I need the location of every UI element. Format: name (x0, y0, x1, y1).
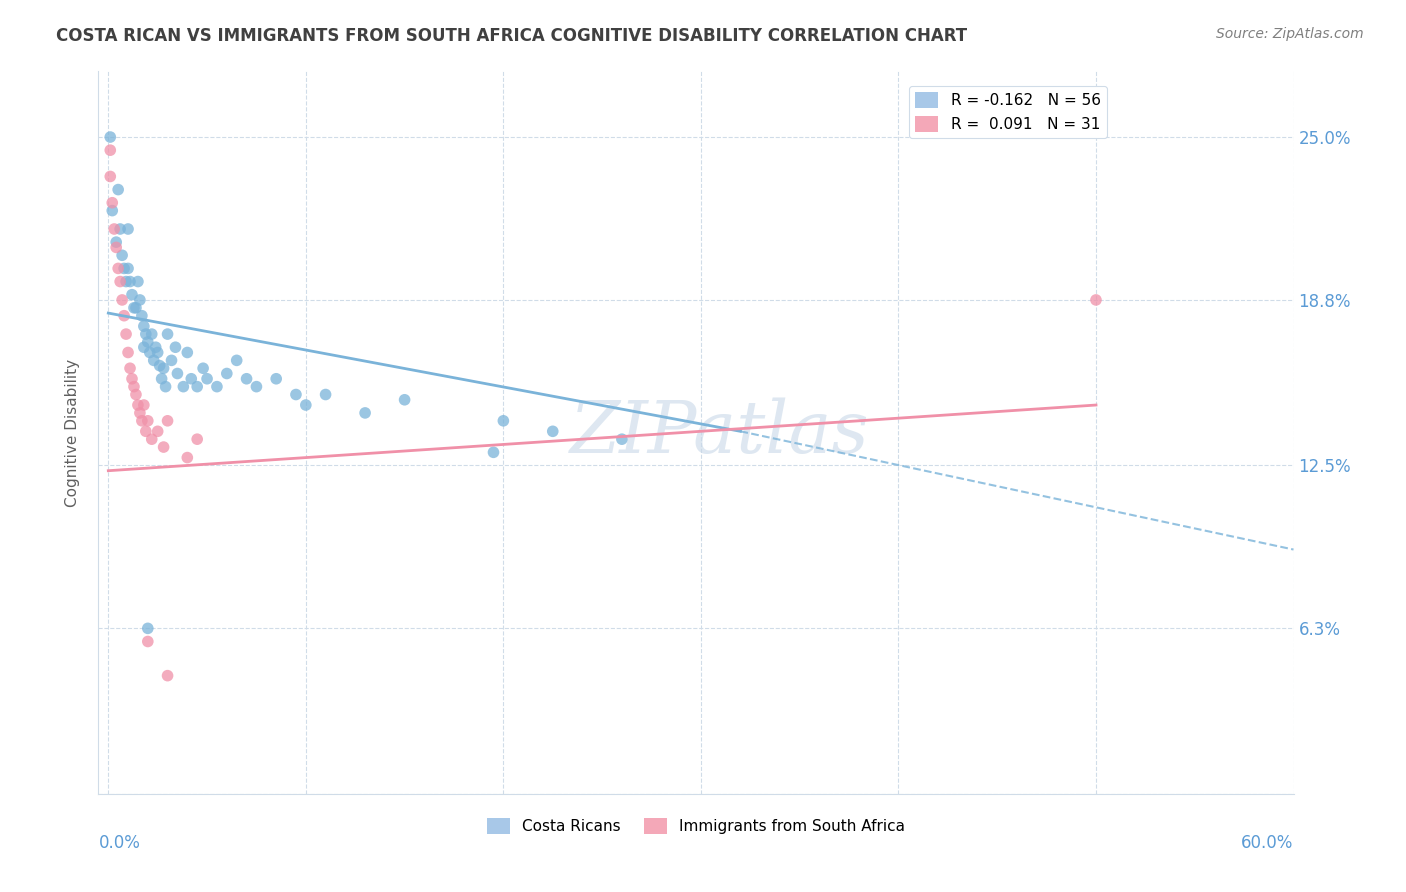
Point (98, 169, 121, 184)
Point (98, 130, 121, 145)
Point (105, 240, 128, 254)
Point (121, 287, 143, 301)
Point (122, 379, 145, 393)
Point (191, 361, 214, 376)
Point (118, 361, 141, 376)
Point (121, 372, 143, 386)
Point (118, 275, 141, 289)
Point (107, 183, 129, 197)
Point (186, 379, 208, 393)
Point (156, 668, 179, 682)
Point (1085, 293, 1108, 307)
Point (492, 414, 515, 428)
Text: 60.0%: 60.0% (1241, 834, 1294, 852)
Point (131, 414, 153, 428)
Point (112, 309, 135, 323)
Point (115, 275, 138, 289)
Point (117, 261, 139, 276)
Point (136, 414, 159, 428)
Point (129, 406, 152, 420)
Point (160, 353, 183, 368)
Point (131, 309, 153, 323)
Point (150, 372, 173, 386)
Point (264, 372, 287, 386)
Point (136, 334, 159, 349)
Point (115, 327, 138, 342)
Point (127, 275, 149, 289)
Point (152, 361, 174, 376)
Point (176, 345, 198, 359)
Point (101, 203, 124, 218)
Point (141, 432, 163, 446)
Point (108, 222, 131, 236)
Point (141, 327, 163, 342)
Point (136, 621, 159, 635)
Point (295, 398, 318, 412)
Point (315, 387, 337, 401)
Point (149, 359, 172, 373)
Text: COSTA RICAN VS IMMIGRANTS FROM SOUTH AFRICA COGNITIVE DISABILITY CORRELATION CHA: COSTA RICAN VS IMMIGRANTS FROM SOUTH AFR… (56, 27, 967, 45)
Text: 0.0%: 0.0% (98, 834, 141, 852)
Point (215, 367, 238, 381)
Point (98, 143, 121, 157)
Point (122, 301, 145, 315)
Point (146, 345, 169, 359)
Point (129, 293, 152, 307)
Point (127, 398, 149, 412)
Point (205, 379, 228, 393)
Point (103, 222, 125, 236)
Point (152, 440, 174, 454)
Point (107, 261, 129, 276)
Point (166, 367, 188, 381)
Point (132, 398, 155, 412)
Y-axis label: Cognitive Disability: Cognitive Disability (65, 359, 80, 507)
Point (354, 406, 377, 420)
Point (195, 372, 218, 386)
Legend: Costa Ricans, Immigrants from South Africa: Costa Ricans, Immigrants from South Afri… (481, 813, 911, 840)
Point (111, 293, 134, 307)
Point (125, 387, 148, 401)
Point (125, 301, 148, 315)
Point (165, 340, 187, 354)
Text: Source: ZipAtlas.com: Source: ZipAtlas.com (1216, 27, 1364, 41)
Point (394, 392, 416, 407)
Point (146, 425, 169, 439)
Point (135, 327, 157, 342)
Point (482, 445, 505, 459)
Point (136, 634, 159, 648)
Point (108, 275, 131, 289)
Point (225, 353, 247, 368)
Point (235, 372, 257, 386)
Point (172, 379, 194, 393)
Point (117, 345, 139, 359)
Point (156, 414, 179, 428)
Point (135, 425, 157, 439)
Point (117, 222, 139, 236)
Point (142, 353, 165, 368)
Point (132, 319, 155, 334)
Point (186, 432, 208, 446)
Point (101, 195, 124, 210)
Point (112, 261, 135, 276)
Point (111, 248, 134, 262)
Point (245, 379, 267, 393)
Point (156, 327, 179, 342)
Text: ZIPatlas: ZIPatlas (569, 397, 870, 468)
Point (610, 432, 633, 446)
Point (139, 345, 162, 359)
Point (105, 235, 128, 249)
Point (145, 340, 167, 354)
Point (180, 372, 202, 386)
Point (176, 450, 198, 465)
Point (132, 340, 155, 354)
Point (284, 387, 307, 401)
Point (155, 379, 177, 393)
Point (541, 425, 564, 439)
